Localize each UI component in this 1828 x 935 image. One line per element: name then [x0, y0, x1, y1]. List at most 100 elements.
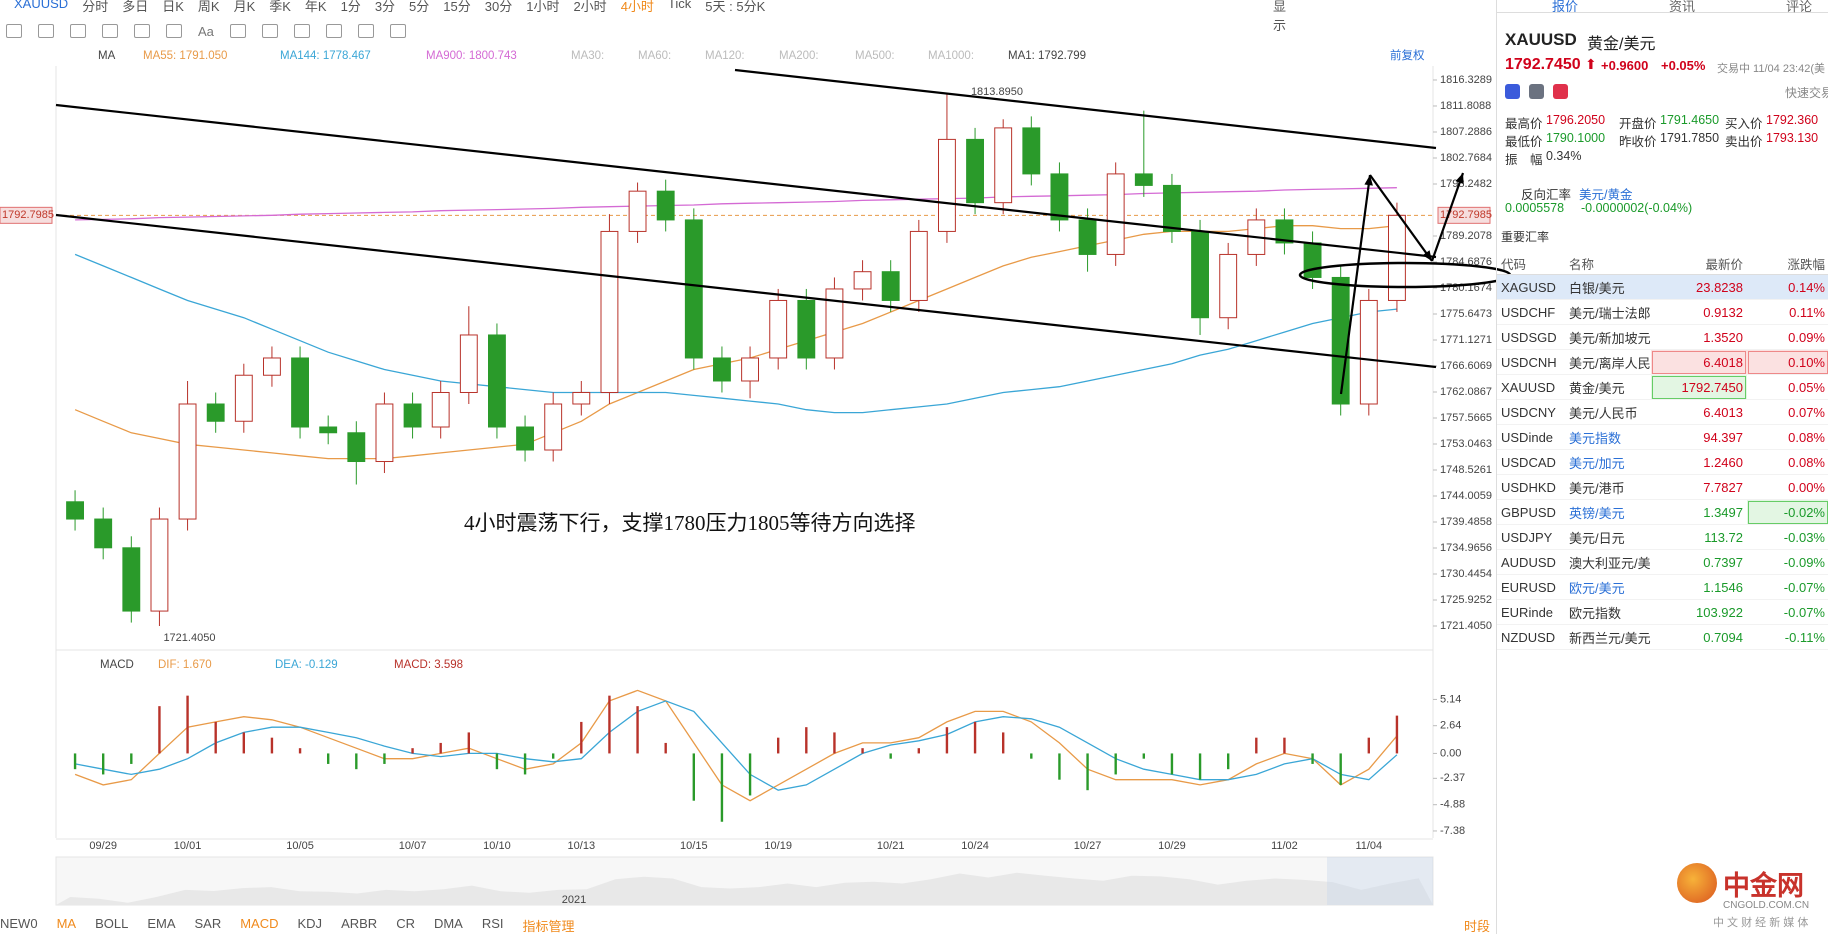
display-button[interactable]: 显示 — [1273, 0, 1287, 33]
tool-icon[interactable] — [166, 24, 182, 38]
quote-row[interactable]: USDCHF 美元/瑞士法郎 0.9132 0.11% — [1497, 299, 1828, 325]
indicator-button[interactable]: DMA — [433, 916, 463, 931]
y-tick-label: 1744.0059 — [1440, 490, 1492, 502]
period-button[interactable]: 5分 — [409, 0, 430, 14]
tab[interactable]: 评论 — [1786, 0, 1813, 14]
period-setting[interactable]: 时段 — [1464, 919, 1491, 934]
tool-icon[interactable] — [102, 24, 118, 38]
y-tick-label: 1730.4454 — [1440, 568, 1492, 580]
quote-cell: EURinde — [1497, 599, 1565, 625]
period-button[interactable]: 年K — [304, 0, 327, 14]
adjust-button[interactable]: 前复权 — [1390, 48, 1425, 62]
legend-item: MA1: 1792.799 — [1008, 50, 1086, 62]
quote-row[interactable]: XAGUSD 白银/美元 23.8238 0.14% — [1497, 274, 1828, 300]
period-button[interactable]: 3分 — [374, 0, 396, 14]
quote-cell: 新西兰元/美元 — [1565, 624, 1651, 650]
quote-row[interactable]: USDHKD 美元/港币 7.7827 0.00% — [1497, 474, 1828, 500]
y-tick-label: 1753.0463 — [1440, 438, 1492, 450]
reverse-change: -0.0000002(-0.04%) — [1581, 201, 1693, 215]
action-icon[interactable] — [1529, 84, 1544, 99]
x-tick-label: 10/29 — [1158, 840, 1186, 852]
quote-row[interactable]: USDinde 美元指数 94.397 0.08% — [1497, 424, 1828, 450]
period-button[interactable]: 1分 — [340, 0, 361, 14]
arrowhead — [1422, 250, 1432, 261]
arrowhead — [1364, 175, 1373, 186]
tool-icon[interactable] — [357, 24, 374, 38]
indicator-button[interactable]: EMA — [147, 916, 176, 931]
indicator-button[interactable]: NEW0 — [0, 916, 38, 931]
action-icon[interactable] — [1553, 84, 1568, 99]
quote-cell: USDSGD — [1497, 324, 1565, 350]
indicator-button[interactable]: MA — [56, 916, 77, 931]
y-tick-label: 1816.3289 — [1440, 74, 1492, 86]
candle-body — [206, 403, 225, 422]
quote-row[interactable]: USDCAD 美元/加元 1.2460 0.08% — [1497, 449, 1828, 475]
y-tick-label: 1771.1271 — [1440, 334, 1492, 346]
period-button[interactable]: XAUUSD — [14, 0, 69, 11]
period-button[interactable]: 2小时 — [573, 0, 607, 14]
tool-icon[interactable] — [389, 24, 406, 38]
quote-row[interactable]: GBPUSD 英镑/美元 1.3497 -0.02% — [1497, 499, 1828, 525]
x-tick-label: 11/02 — [1271, 840, 1298, 852]
quote-row[interactable]: USDSGD 美元/新加坡元 1.3520 0.09% — [1497, 324, 1828, 350]
quote-row[interactable]: XAUUSD 黄金/美元 1792.7450 0.05% — [1497, 374, 1828, 400]
indicator-button[interactable]: CR — [396, 916, 415, 931]
indicator-button[interactable]: KDJ — [297, 916, 323, 931]
quote-cell: USDCNY — [1497, 399, 1565, 425]
indicator-button[interactable]: BOLL — [95, 916, 129, 931]
tool-icon[interactable] — [134, 24, 150, 38]
tool-icon[interactable] — [229, 24, 246, 38]
candle-body — [1191, 230, 1209, 319]
period-button[interactable]: 月K — [233, 0, 256, 14]
tool-icon[interactable] — [38, 24, 54, 38]
tab[interactable]: 资讯 — [1669, 0, 1696, 14]
period-button[interactable]: 15分 — [443, 0, 471, 14]
candle-body — [656, 190, 675, 221]
indicator-button[interactable]: MACD — [240, 916, 279, 931]
tool-icon[interactable] — [6, 24, 22, 38]
period-button[interactable]: 周K — [197, 0, 220, 14]
quote-cell: USDHKD — [1497, 474, 1565, 500]
quote-row[interactable]: USDCNY 美元/人民币 6.4013 0.07% — [1497, 399, 1828, 425]
quick-trade[interactable]: 快速交易 — [1785, 86, 1828, 100]
quote-cell: USDCAD — [1497, 449, 1565, 475]
tab[interactable]: 报价 — [1552, 0, 1579, 14]
indicator-button[interactable]: ARBR — [341, 916, 378, 931]
tool-icon[interactable] — [70, 24, 86, 38]
candle-body — [1163, 184, 1181, 232]
candle-body — [403, 403, 422, 428]
quote-row[interactable]: EURinde 欧元指数 103.922 -0.07% — [1497, 599, 1828, 625]
action-icon[interactable] — [1505, 84, 1520, 99]
trendline — [55, 103, 1437, 259]
indicator-button[interactable]: SAR — [194, 916, 222, 931]
font-tool[interactable]: Aa — [198, 23, 214, 39]
indicator-button[interactable]: RSI — [481, 916, 504, 931]
candle-body — [319, 426, 338, 434]
period-button[interactable]: 日K — [162, 0, 184, 14]
period-button[interactable]: 分时 — [82, 0, 109, 14]
indicator-button[interactable]: 指标管理 — [522, 919, 575, 934]
period-button[interactable]: 5天 : 5分K — [705, 0, 766, 14]
candle-body — [431, 391, 450, 428]
reverse-pair[interactable]: 美元/黄金 — [1579, 188, 1633, 202]
period-button[interactable]: 季K — [269, 0, 291, 14]
quote-row[interactable]: EURUSD 欧元/美元 1.1546 -0.07% — [1497, 574, 1828, 600]
price: 1792.7450 — [1505, 56, 1581, 73]
y-tick-label: 1721.4050 — [1440, 620, 1492, 632]
x-tick-label: 10/05 — [286, 840, 314, 852]
quote-row[interactable]: NZDUSD 新西兰元/美元 0.7094 -0.11% — [1497, 624, 1828, 650]
period-button[interactable]: 多日 — [122, 0, 149, 14]
header-cell: 代码 — [1497, 252, 1565, 275]
quote-row[interactable]: USDJPY 美元/日元 113.72 -0.03% — [1497, 524, 1828, 550]
tool-icon[interactable] — [261, 24, 278, 38]
period-button[interactable]: 1小时 — [526, 0, 560, 14]
period-button[interactable]: Tick — [667, 0, 692, 11]
period-button[interactable]: 30分 — [484, 0, 513, 14]
period-button[interactable]: 4小时 — [620, 0, 654, 14]
tool-icon[interactable] — [325, 24, 342, 38]
candle-body — [600, 230, 619, 393]
tool-icon[interactable] — [293, 24, 310, 38]
stat-value: 1792.360 — [1766, 113, 1819, 127]
